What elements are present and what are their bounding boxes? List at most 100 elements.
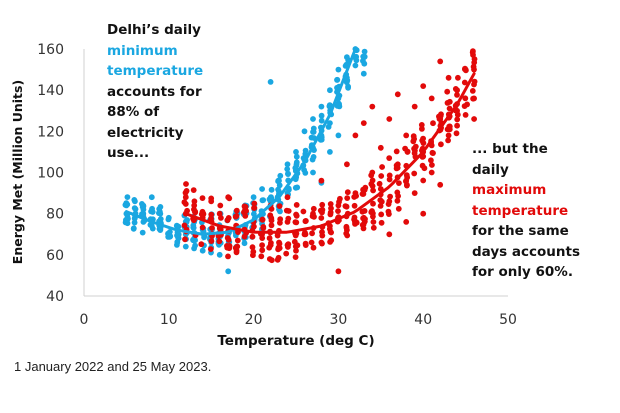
trend-line-minimum-temperature	[124, 47, 357, 236]
scatter-point	[471, 116, 477, 122]
x-tick-label: 20	[245, 312, 263, 328]
scatter-point	[343, 79, 350, 86]
scatter-point	[387, 193, 393, 200]
scatter-point	[259, 186, 265, 192]
scatter-point	[191, 245, 198, 252]
scatter-point	[199, 195, 206, 202]
scatter-point	[198, 241, 205, 248]
scatter-point	[359, 222, 366, 228]
scatter-point	[251, 205, 258, 211]
scatter-point	[469, 88, 476, 94]
scatter-point	[461, 79, 468, 86]
scatter-point	[454, 122, 460, 129]
scatter-point	[140, 202, 147, 209]
scatter-point	[462, 112, 469, 118]
scatter-point	[420, 83, 427, 89]
scatter-point	[266, 235, 273, 242]
scatter-point	[386, 176, 393, 183]
scatter-point	[368, 181, 375, 187]
scatter-point	[345, 84, 351, 91]
annotation-line: ... but the	[472, 141, 548, 157]
scatter-point	[403, 177, 410, 184]
scatter-point	[217, 202, 224, 209]
scatter-point	[207, 246, 214, 253]
scatter-point	[335, 208, 341, 215]
scatter-point	[183, 188, 190, 194]
scatter-point	[419, 162, 426, 169]
scatter-point	[268, 186, 275, 193]
scatter-point	[300, 208, 307, 215]
scatter-point	[318, 177, 325, 184]
scatter-point	[268, 222, 275, 229]
scatter-point	[360, 186, 366, 193]
scatter-point	[209, 225, 215, 231]
scatter-point	[430, 120, 436, 127]
scatter-point	[370, 224, 377, 231]
scatter-point	[344, 189, 351, 196]
scatter-point	[251, 200, 258, 207]
scatter-point	[412, 143, 419, 150]
scatter-point	[268, 257, 275, 264]
scatter-point	[378, 173, 385, 179]
scatter-point	[471, 95, 477, 102]
scatter-point	[471, 66, 477, 73]
scatter-point	[335, 202, 342, 209]
scatter-point	[420, 210, 427, 217]
scatter-point	[216, 251, 223, 258]
scatter-point	[224, 244, 231, 251]
scatter-point	[291, 238, 298, 245]
scatter-point	[335, 268, 342, 275]
scatter-point	[410, 138, 417, 145]
scatter-point	[438, 141, 444, 148]
scatter-point	[259, 197, 266, 204]
annotation-maximum-temperature: ... but the daily maximum temperature fo…	[472, 139, 580, 283]
scatter-point	[411, 190, 418, 197]
y-tick-labels: 40 60 80 100 120 140 160	[37, 42, 64, 305]
scatter-point	[268, 215, 275, 222]
scatter-point	[277, 219, 283, 226]
annotation-line-highlight: temperature	[107, 63, 204, 79]
scatter-point	[274, 232, 281, 239]
annotation-line: for the same	[472, 223, 569, 239]
scatter-point	[411, 103, 418, 110]
scatter-point	[470, 48, 476, 55]
scatter-point	[258, 253, 265, 260]
scatter-point	[446, 98, 453, 105]
scatter-point	[199, 247, 206, 254]
scatter-point	[334, 77, 340, 83]
scatter-point	[233, 247, 240, 254]
scatter-point	[216, 210, 223, 217]
scatter-point	[310, 154, 317, 160]
scatter-point	[403, 132, 410, 139]
scatter-point	[249, 244, 256, 251]
scatter-point	[301, 167, 307, 173]
scatter-point	[181, 222, 188, 229]
scatter-point	[403, 219, 410, 225]
scatter-point	[370, 200, 376, 207]
scatter-point	[344, 54, 350, 61]
scatter-point	[274, 256, 281, 263]
scatter-point	[370, 219, 377, 225]
scatter-point	[276, 203, 283, 210]
scatter-point	[175, 231, 182, 238]
scatter-point	[352, 62, 359, 69]
scatter-point	[369, 103, 376, 110]
scatter-point	[394, 161, 401, 168]
scatter-point	[259, 247, 266, 254]
scatter-point	[310, 244, 317, 251]
scatter-point	[386, 231, 393, 238]
scatter-point	[140, 206, 147, 213]
scatter-point	[318, 239, 325, 246]
scatter-point	[276, 239, 282, 246]
scatter-point	[377, 197, 384, 204]
scatter-point	[224, 235, 231, 241]
scatter-point	[437, 58, 444, 65]
scatter-point	[464, 101, 470, 108]
scatter-point	[395, 205, 402, 212]
scatter-point	[250, 194, 257, 201]
scatter-point	[352, 221, 358, 227]
y-tick-label: 100	[37, 166, 64, 182]
scatter-point	[123, 202, 130, 209]
scatter-point	[430, 150, 436, 157]
scatter-point	[249, 233, 256, 240]
